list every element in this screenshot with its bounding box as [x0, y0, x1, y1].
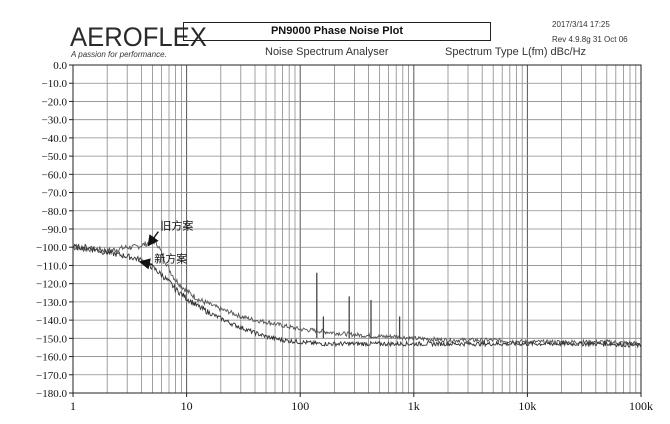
- y-tick-label: −100.0: [36, 242, 67, 254]
- y-tick-label: −20.0: [42, 96, 68, 108]
- annotation-label: 新方案: [154, 251, 187, 265]
- y-tick-label: −140.0: [36, 315, 67, 327]
- y-tick-label: −150.0: [36, 333, 67, 345]
- y-tick-label: −180.0: [36, 388, 67, 400]
- y-tick-label: −110.0: [36, 260, 67, 272]
- y-tick-label: −130.0: [36, 297, 67, 309]
- x-tick-label: 10k: [518, 399, 536, 413]
- series-layer: [72, 237, 642, 349]
- y-tick-label: −70.0: [42, 188, 68, 200]
- logo-tagline: A passion for performance.: [71, 50, 167, 59]
- y-tick-label: −10.0: [42, 78, 68, 90]
- x-tick-label: 1: [70, 399, 76, 413]
- plot-title: PN9000 Phase Noise Plot: [183, 22, 491, 41]
- axis-labels: 0.0 −10.0 −20.0 −30.0 −40.0 −50.0 −60.0 −70.0 −8…: [36, 60, 653, 413]
- series-line-1: [72, 237, 642, 347]
- series-line-2: [72, 243, 642, 349]
- y-tick-label: −30.0: [42, 115, 68, 127]
- y-tick-label: −120.0: [36, 279, 67, 291]
- annotation-label: 旧方案: [160, 219, 193, 233]
- annotation-arrow: [147, 231, 159, 247]
- y-tick-label: 0.0: [53, 60, 67, 72]
- analyser-subtitle: Noise Spectrum Analyser: [265, 46, 389, 58]
- y-tick-label: −90.0: [42, 224, 68, 236]
- x-tick-label: 100: [291, 399, 309, 413]
- y-tick-label: −50.0: [42, 151, 68, 163]
- x-tick-label: 100k: [629, 399, 653, 413]
- x-tick-label: 10: [181, 399, 193, 413]
- y-tick-label: −160.0: [36, 352, 67, 364]
- x-tick-label: 1k: [408, 399, 420, 413]
- y-tick-label: −60.0: [42, 169, 68, 181]
- y-tick-label: −40.0: [42, 133, 68, 145]
- aeroflex-logo: AEROFLEX: [70, 22, 207, 52]
- timestamp: 2017/3/14 17:25: [552, 20, 610, 29]
- spectrum-type-label: Spectrum Type L(fm) dBc/Hz: [445, 46, 587, 58]
- annotation-arrow: [138, 258, 153, 270]
- y-tick-label: −170.0: [36, 370, 67, 382]
- revision-label: Rev 4.9.8g 31 Oct 06: [552, 35, 628, 44]
- grid: [73, 65, 641, 393]
- y-tick-label: −80.0: [42, 206, 68, 218]
